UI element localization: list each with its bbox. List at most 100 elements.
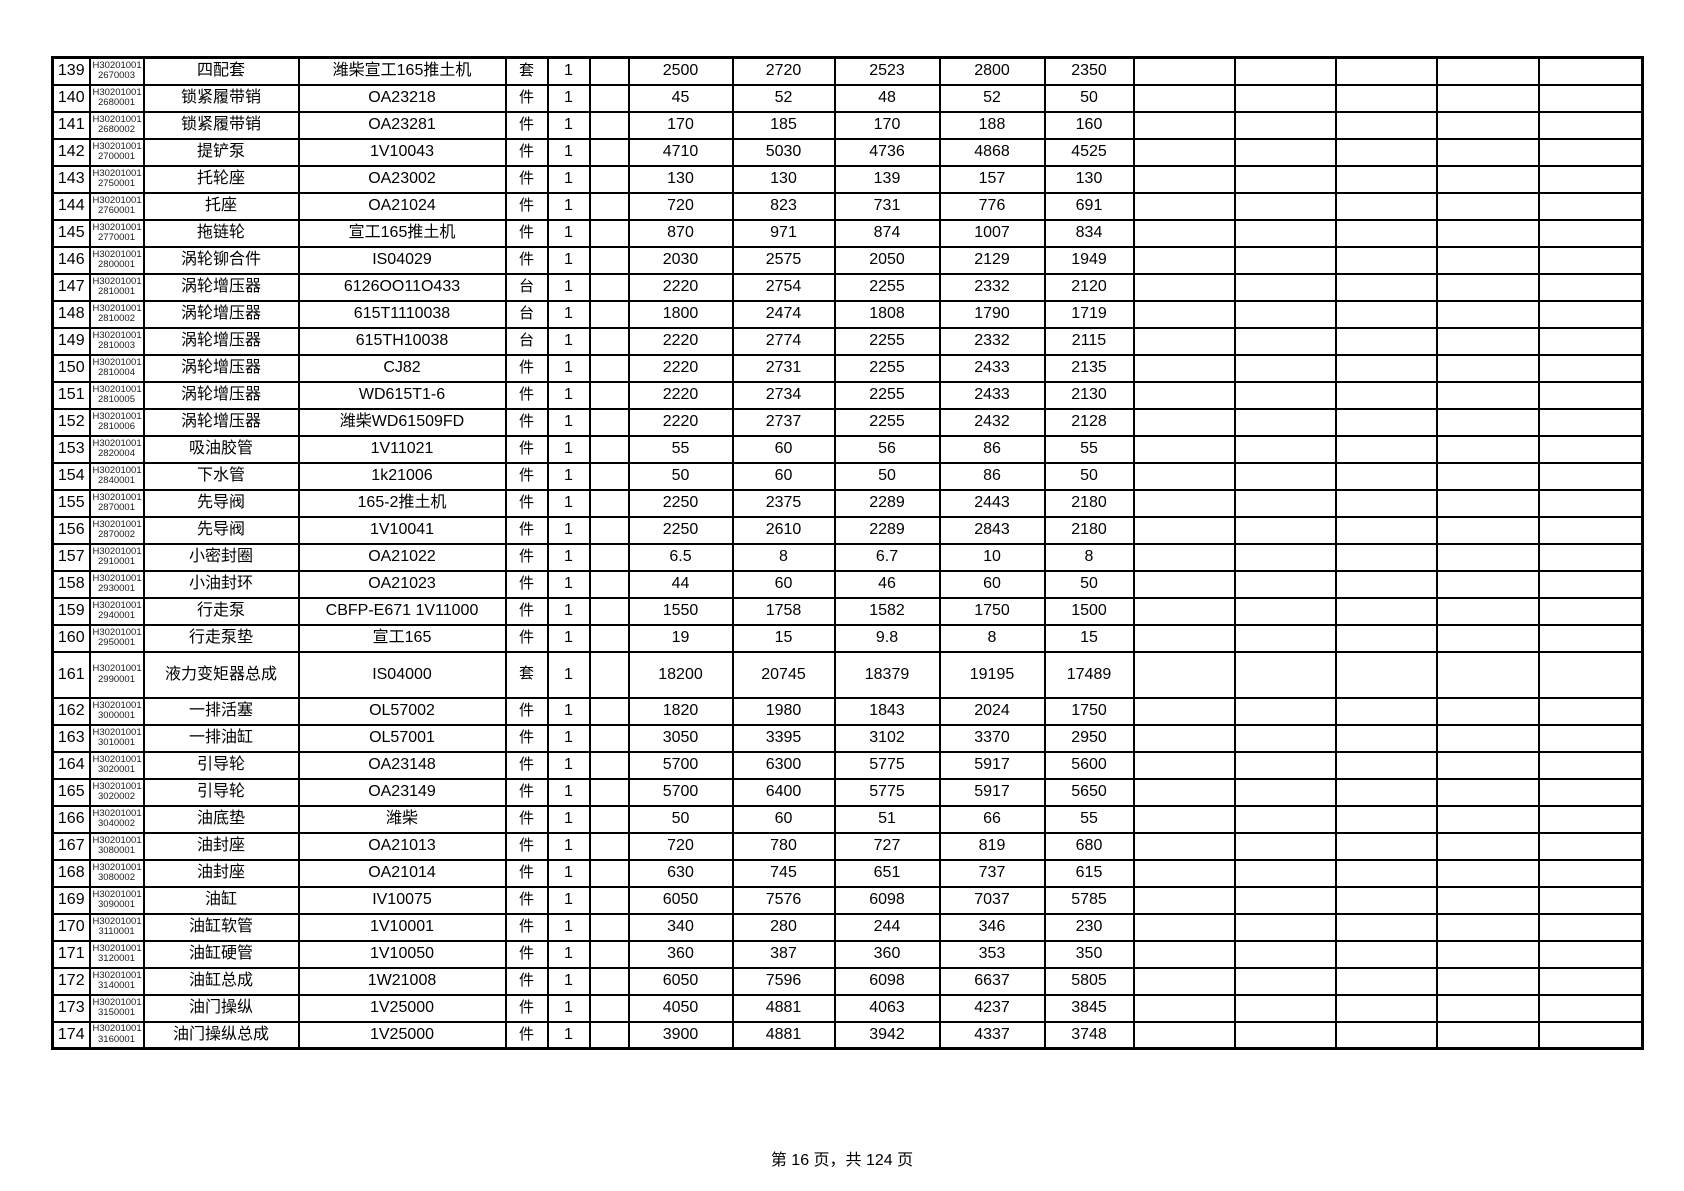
blank-cell [588,191,630,221]
empty-cell [1537,326,1644,356]
price-cell: 55 [1043,804,1135,834]
empty-cell [1233,245,1337,275]
part-name-cell: 油缸总成 [142,966,300,996]
price-cell: 2575 [731,245,836,275]
price-cell: 5917 [938,777,1046,807]
part-code-cell: H30201001 2840001 [88,461,145,491]
empty-cell [1435,245,1540,275]
code-suffix: 2870002 [98,529,135,540]
code-suffix: 2820004 [98,448,135,459]
part-name-cell: 小密封圈 [142,542,300,572]
code-suffix: 2760001 [98,205,135,216]
price-cell: 60 [731,804,836,834]
empty-cell [1233,56,1337,86]
row-number-cell: 139 [51,56,91,86]
code-prefix: H30201001 [92,302,142,314]
empty-cell [1334,542,1438,572]
blank-cell [588,623,630,653]
unit-cell: 件 [504,137,549,167]
empty-cell [1435,407,1540,437]
blank-cell [588,993,630,1023]
part-name-cell: 油底垫 [142,804,300,834]
row-number-cell: 157 [51,542,91,572]
blank-cell [588,1020,630,1050]
part-code-cell: H30201001 2870002 [88,515,145,545]
price-cell: 2350 [1043,56,1135,86]
qty-cell: 1 [546,804,591,834]
empty-cell [1132,380,1236,410]
unit-cell: 件 [504,696,549,726]
empty-cell [1537,245,1644,275]
price-cell: 1949 [1043,245,1135,275]
price-cell: 727 [833,831,941,861]
empty-cell [1334,831,1438,861]
code-suffix: 2870001 [98,502,135,513]
part-code-cell: H30201001 3020002 [88,777,145,807]
part-code-cell: H30201001 2770001 [88,218,145,248]
empty-cell [1233,380,1337,410]
price-cell: 5917 [938,750,1046,780]
price-cell: 55 [627,434,734,464]
blank-cell [588,885,630,915]
unit-cell: 件 [504,218,549,248]
table-row: 148 H30201001 2810002 涡轮增压器 615T1110038 台 1 180… [51,299,1644,329]
part-name-cell: 油缸硬管 [142,939,300,969]
part-model-cell: 615T1110038 [297,299,507,329]
price-cell: 1582 [833,596,941,626]
price-cell: 2443 [938,488,1046,518]
part-model-cell: OA23148 [297,750,507,780]
part-name-cell: 四配套 [142,56,300,86]
part-name-cell: 引导轮 [142,777,300,807]
unit-cell: 件 [504,83,549,113]
qty-cell: 1 [546,299,591,329]
price-cell: 4063 [833,993,941,1023]
unit-cell: 件 [504,1020,549,1050]
code-prefix: H30201001 [92,807,142,819]
unit-cell: 件 [504,723,549,753]
row-number-cell: 169 [51,885,91,915]
empty-cell [1132,542,1236,572]
empty-cell [1233,993,1337,1023]
part-code-cell: H30201001 2810001 [88,272,145,302]
part-code-cell: H30201001 3110001 [88,912,145,942]
price-cell: 3900 [627,1020,734,1050]
code-prefix: H30201001 [92,194,142,206]
code-suffix: 2750001 [98,178,135,189]
price-cell: 2255 [833,272,941,302]
empty-cell [1132,434,1236,464]
blank-cell [588,966,630,996]
part-name-cell: 一排油缸 [142,723,300,753]
empty-cell [1334,723,1438,753]
qty-cell: 1 [546,380,591,410]
empty-cell [1132,1020,1236,1050]
price-cell: 4868 [938,137,1046,167]
row-number-cell: 159 [51,596,91,626]
unit-cell: 件 [504,777,549,807]
price-cell: 4710 [627,137,734,167]
part-code-cell: H30201001 2810006 [88,407,145,437]
row-number-cell: 165 [51,777,91,807]
code-suffix: 3150001 [98,1007,135,1018]
row-number-cell: 164 [51,750,91,780]
empty-cell [1334,777,1438,807]
part-model-cell: 1V25000 [297,993,507,1023]
code-suffix: 2770001 [98,232,135,243]
empty-cell [1334,569,1438,599]
price-cell: 55 [1043,434,1135,464]
empty-cell [1334,110,1438,140]
empty-cell [1334,966,1438,996]
price-cell: 3102 [833,723,941,753]
code-suffix: 2700001 [98,151,135,162]
code-prefix: H30201001 [92,464,142,476]
price-cell: 2474 [731,299,836,329]
table-row: 164 H30201001 3020001 引导轮 OA23148 件 1 5700 6300 5… [51,750,1644,780]
unit-cell: 套 [504,650,549,699]
price-cell: 170 [833,110,941,140]
part-name-cell: 油封座 [142,831,300,861]
price-cell: 15 [1043,623,1135,653]
price-cell: 2180 [1043,515,1135,545]
price-cell: 188 [938,110,1046,140]
code-suffix: 2670003 [98,70,135,82]
price-cell: 50 [1043,461,1135,491]
